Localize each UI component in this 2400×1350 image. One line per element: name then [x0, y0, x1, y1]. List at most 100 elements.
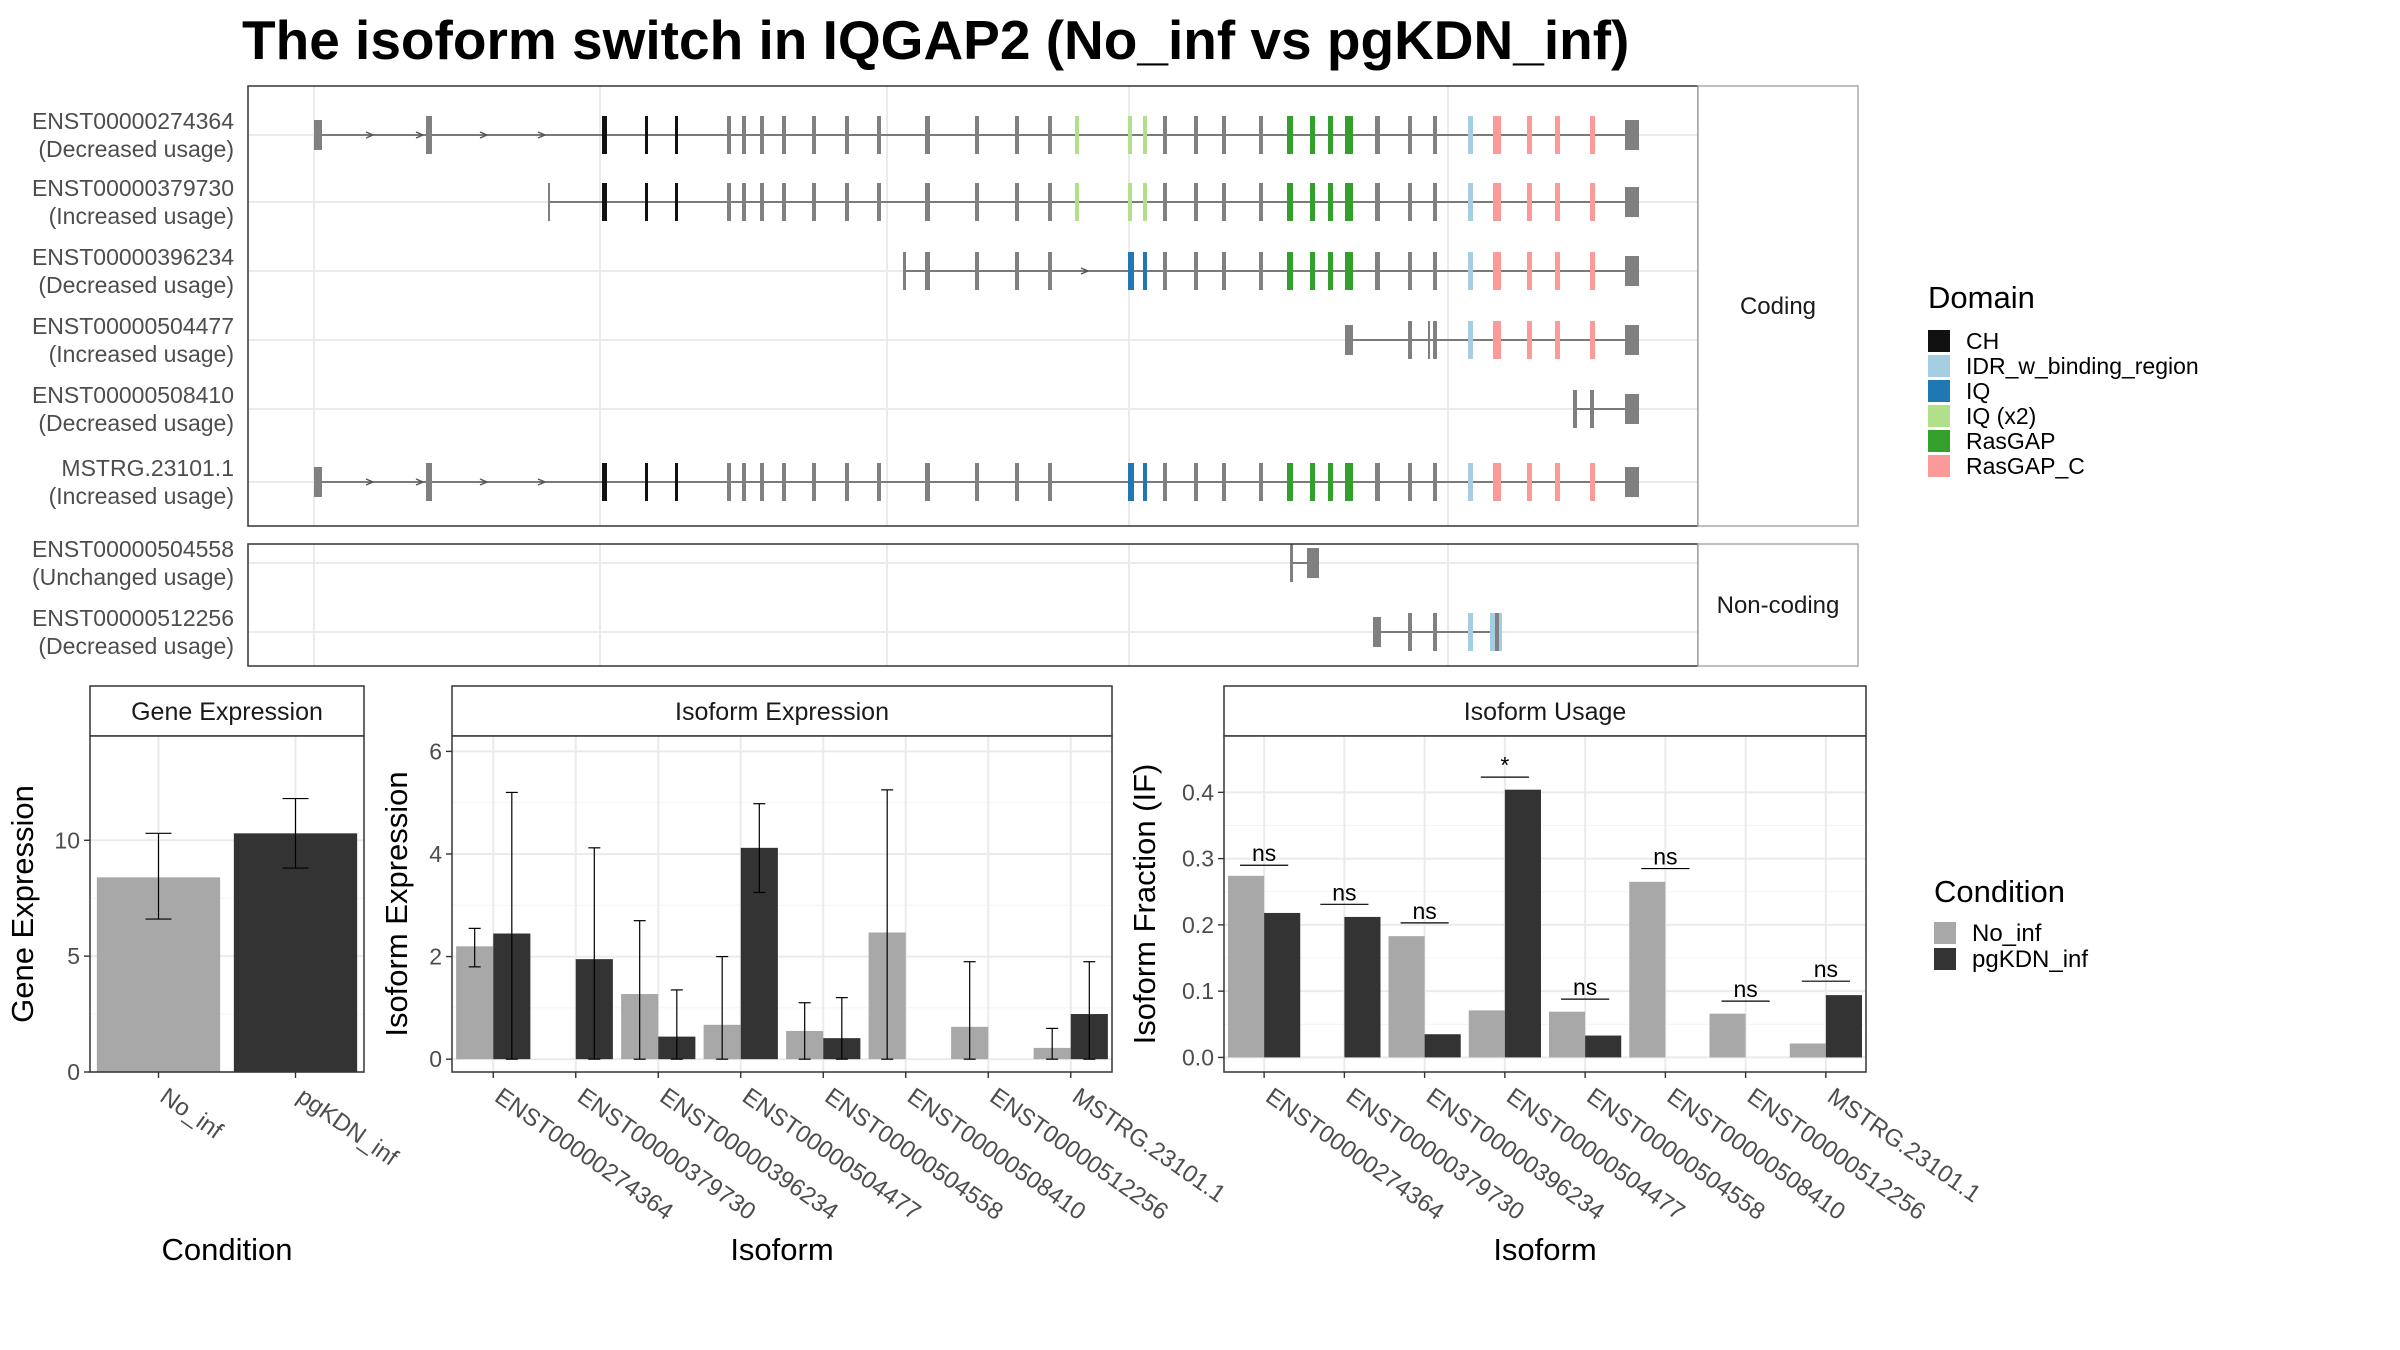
exon-block — [877, 463, 881, 501]
domain-block — [1468, 252, 1473, 290]
domain-block — [1527, 252, 1532, 290]
domain-block — [1345, 183, 1353, 221]
exon-block — [925, 183, 930, 221]
domain-block — [1527, 116, 1532, 154]
exon-block — [1375, 463, 1380, 501]
exon-block — [1625, 467, 1639, 497]
domain-block — [1345, 252, 1353, 290]
domain-block — [1590, 116, 1595, 154]
domain-block — [1590, 252, 1595, 290]
usage-label: (Decreased usage) — [38, 272, 234, 298]
bar — [1825, 995, 1862, 1058]
exon-block — [1259, 463, 1263, 501]
domain-block — [1075, 183, 1079, 221]
y-tick-label: 4 — [429, 841, 442, 867]
transcript-label: ENST00000504477 — [32, 313, 234, 339]
exon-block — [1408, 183, 1412, 221]
exon-block — [782, 183, 786, 221]
panel-border — [1223, 735, 1867, 1073]
exon-block — [548, 183, 550, 221]
usage-label: (Increased usage) — [49, 203, 234, 229]
strand-arrow — [479, 131, 489, 139]
bar — [1504, 789, 1541, 1058]
y-tick-label: 2 — [429, 944, 442, 970]
legend-key — [1928, 405, 1950, 427]
bar — [1264, 912, 1301, 1058]
bar — [1228, 875, 1265, 1058]
panel-border — [451, 735, 1113, 1073]
exon-block — [1307, 548, 1319, 578]
strand-arrow — [365, 131, 375, 139]
panel-title: Isoform Usage — [1464, 698, 1627, 726]
exon-block — [1259, 116, 1263, 154]
bar — [1388, 936, 1425, 1058]
significance-label: ns — [1733, 976, 1757, 1002]
legend-key — [1928, 355, 1950, 377]
strand-arrow — [365, 478, 375, 486]
facet-strip — [89, 685, 365, 737]
legend-label: IQ (x2) — [1966, 403, 2036, 429]
legend-key — [1934, 922, 1956, 944]
legend-label: No_inf — [1972, 920, 2042, 947]
significance-label: ns — [1252, 840, 1276, 866]
exon-block — [1194, 183, 1198, 221]
bar — [1468, 1010, 1505, 1058]
exon-block — [1408, 116, 1412, 154]
domain-block — [1328, 116, 1333, 154]
exon-block — [426, 463, 432, 501]
exon-block — [1408, 321, 1412, 359]
significance-label: ns — [1814, 956, 1838, 982]
exon-block — [1048, 116, 1052, 154]
domain-block — [1287, 183, 1293, 221]
y-tick-label: 0.1 — [1182, 978, 1214, 1004]
domain-block — [645, 116, 648, 154]
exon-block — [1625, 256, 1639, 286]
y-axis-title: Gene Expression — [5, 785, 40, 1023]
transcript-label: ENST00000508410 — [32, 382, 234, 408]
exon-block — [1433, 116, 1437, 154]
exon-block — [1015, 183, 1019, 221]
exon-block — [742, 463, 746, 501]
exon-block — [1408, 252, 1412, 290]
exon-block — [760, 116, 764, 154]
isoform-expression-plot: Isoform Expression0246ENST00000274364ENS… — [379, 685, 1230, 1267]
strand-arrow — [537, 131, 547, 139]
significance-label: ns — [1573, 974, 1597, 1000]
exon-block — [975, 463, 979, 501]
exon-block — [975, 116, 979, 154]
y-tick-label: 0 — [67, 1059, 80, 1085]
domain-block — [1143, 463, 1147, 501]
exon-block — [727, 183, 731, 221]
domain-block — [645, 183, 648, 221]
panel-background — [248, 86, 1698, 526]
domain-block — [1468, 116, 1473, 154]
domain-block — [1328, 252, 1333, 290]
domain-block — [1468, 321, 1473, 359]
bar — [1549, 1011, 1586, 1058]
strand-arrow — [1080, 267, 1090, 275]
domain-block — [1143, 116, 1147, 154]
strand-arrow — [415, 131, 425, 139]
x-axis-title: Isoform — [730, 1232, 833, 1267]
exon-block — [314, 467, 322, 497]
domain-block — [1555, 463, 1560, 501]
domain-block — [1555, 183, 1560, 221]
exon-block — [925, 463, 930, 501]
domain-block — [1328, 463, 1333, 501]
exon-block — [1222, 183, 1226, 221]
x-tick-label: pgKDN_inf — [292, 1083, 403, 1172]
domain-block — [1128, 252, 1134, 290]
domain-block — [602, 183, 607, 221]
exon-block — [1433, 463, 1437, 501]
facet-strip — [1223, 685, 1867, 737]
y-tick-label: 0.0 — [1182, 1044, 1214, 1070]
domain-block — [1345, 463, 1353, 501]
exon-block — [1163, 116, 1167, 154]
exon-block — [1573, 390, 1577, 428]
exon-block — [975, 252, 979, 290]
bar — [1629, 881, 1666, 1058]
facet-strip — [1697, 543, 1859, 667]
domain-block — [1468, 613, 1473, 651]
domain-block — [675, 116, 678, 154]
